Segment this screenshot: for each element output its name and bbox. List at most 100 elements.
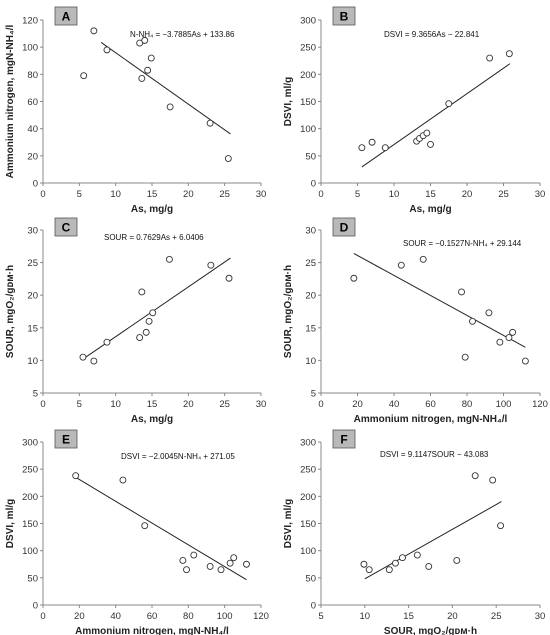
data-point bbox=[103, 46, 111, 54]
y-tick-label: 20 bbox=[305, 291, 316, 302]
panel-d: 0 20 40 60 80 100 120 5 10 15 20 25 30 Ammonium nitro… bbox=[283, 217, 548, 425]
panel-letter: D bbox=[340, 221, 349, 235]
y-tick-label: 300 bbox=[300, 16, 316, 27]
data-point bbox=[486, 54, 494, 62]
panel-badge bbox=[54, 429, 78, 449]
y-tick-label: 10 bbox=[27, 356, 38, 367]
data-point bbox=[521, 357, 529, 365]
y-tick-label: 50 bbox=[305, 573, 316, 584]
y-tick-label: 25 bbox=[27, 258, 38, 269]
x-tick-label: 0 bbox=[318, 399, 323, 410]
x-tick-label: 30 bbox=[535, 189, 546, 200]
data-point bbox=[80, 72, 88, 80]
regression-equation: SOUR = −0.1527N-NH₄ + 29.144 bbox=[403, 239, 522, 248]
y-tick-label: 200 bbox=[300, 70, 316, 81]
data-point bbox=[149, 309, 157, 317]
x-tick-label: 5 bbox=[77, 399, 82, 410]
x-tick-label: 60 bbox=[425, 399, 436, 410]
x-tick-label: 20 bbox=[447, 611, 458, 622]
data-point bbox=[144, 66, 152, 74]
data-point bbox=[360, 560, 368, 568]
data-point bbox=[225, 274, 233, 282]
x-tick-label: 20 bbox=[74, 611, 85, 622]
data-point bbox=[119, 476, 127, 484]
x-tick-label: 10 bbox=[110, 399, 121, 410]
y-tick-label: 100 bbox=[300, 124, 316, 135]
y-tick-label: 120 bbox=[22, 16, 38, 27]
y-tick-label: 100 bbox=[22, 43, 38, 54]
x-tick-label: 100 bbox=[496, 399, 512, 410]
data-point bbox=[397, 261, 405, 269]
x-tick-label: 20 bbox=[183, 399, 194, 410]
data-point bbox=[226, 559, 234, 567]
y-tick-label: 50 bbox=[27, 573, 38, 584]
regression-equation: DSVI = −2.0045N-NH₄ + 271.05 bbox=[121, 452, 235, 461]
y-tick-label: 100 bbox=[300, 546, 316, 557]
x-axis-label: SOUR, mgO₂/gᴅᴍ·h bbox=[384, 626, 477, 635]
y-axis-label: Ammonium nitrogen, mgN-NH₄/l bbox=[5, 24, 16, 178]
x-tick-label: 0 bbox=[318, 189, 323, 200]
data-point bbox=[103, 338, 111, 346]
panel-badge bbox=[332, 6, 356, 26]
panel-badge bbox=[332, 429, 356, 449]
data-point bbox=[489, 476, 497, 484]
data-point bbox=[469, 317, 476, 325]
x-tick-label: 60 bbox=[147, 611, 158, 622]
y-tick-label: 60 bbox=[27, 97, 38, 108]
x-tick-label: 15 bbox=[147, 399, 158, 410]
y-tick-label: 250 bbox=[22, 465, 38, 476]
data-point bbox=[496, 338, 504, 346]
y-tick-label: 0 bbox=[311, 601, 316, 612]
panel-e: 0 20 40 60 80 100 120 0 50 100 150 200 250 300 Ammoniu… bbox=[5, 429, 269, 635]
x-tick-label: 15 bbox=[147, 189, 158, 200]
x-tick-label: 30 bbox=[256, 399, 267, 410]
y-tick-label: 300 bbox=[22, 438, 38, 449]
y-tick-label: 50 bbox=[305, 151, 316, 162]
data-point bbox=[471, 472, 479, 480]
data-point bbox=[141, 36, 149, 44]
data-point bbox=[207, 261, 215, 269]
data-point bbox=[381, 144, 389, 152]
y-tick-label: 5 bbox=[311, 389, 316, 400]
x-tick-label: 120 bbox=[253, 611, 269, 622]
x-tick-label: 80 bbox=[183, 611, 194, 622]
x-tick-label: 25 bbox=[219, 189, 230, 200]
regression-equation: DSVI = 9.1147SOUR − 43.083 bbox=[380, 450, 489, 459]
y-tick-label: 15 bbox=[27, 323, 38, 334]
data-point bbox=[243, 560, 250, 568]
data-point bbox=[485, 309, 493, 317]
x-tick-label: 5 bbox=[355, 189, 360, 200]
y-tick-label: 250 bbox=[300, 43, 316, 54]
data-point bbox=[509, 328, 517, 336]
data-point bbox=[368, 138, 376, 146]
regression-equation: SOUR = 0.7629As + 6.0406 bbox=[104, 233, 204, 242]
data-point bbox=[505, 50, 513, 58]
data-point bbox=[190, 551, 198, 559]
y-tick-label: 200 bbox=[22, 492, 38, 503]
y-tick-label: 250 bbox=[300, 465, 316, 476]
x-tick-label: 20 bbox=[462, 189, 473, 200]
panel-a: 0 5 10 15 20 25 30 0 20 40 60 80 100 120 As, mg/g Ammon… bbox=[5, 6, 266, 215]
data-point bbox=[90, 357, 98, 365]
data-point bbox=[419, 255, 427, 263]
x-axis-label: Ammonium nitrogen, mgN-NH₄/l bbox=[75, 626, 229, 635]
y-tick-label: 0 bbox=[311, 179, 316, 190]
x-tick-label: 10 bbox=[110, 189, 121, 200]
x-tick-label: 5 bbox=[318, 611, 323, 622]
data-point bbox=[138, 74, 146, 82]
data-point bbox=[365, 566, 373, 574]
x-tick-label: 25 bbox=[498, 189, 509, 200]
x-axis-label: As, mg/g bbox=[131, 204, 173, 215]
panel-letter: A bbox=[62, 10, 71, 24]
data-point bbox=[461, 353, 469, 361]
data-point bbox=[427, 140, 434, 148]
y-axis-label: DSVI, ml/g bbox=[283, 77, 294, 126]
x-tick-label: 20 bbox=[183, 189, 194, 200]
y-tick-label: 30 bbox=[27, 226, 38, 237]
y-tick-label: 80 bbox=[27, 70, 38, 81]
y-tick-label: 10 bbox=[305, 356, 316, 367]
trend-line bbox=[361, 63, 511, 168]
data-point bbox=[385, 566, 393, 574]
data-point bbox=[165, 255, 173, 263]
